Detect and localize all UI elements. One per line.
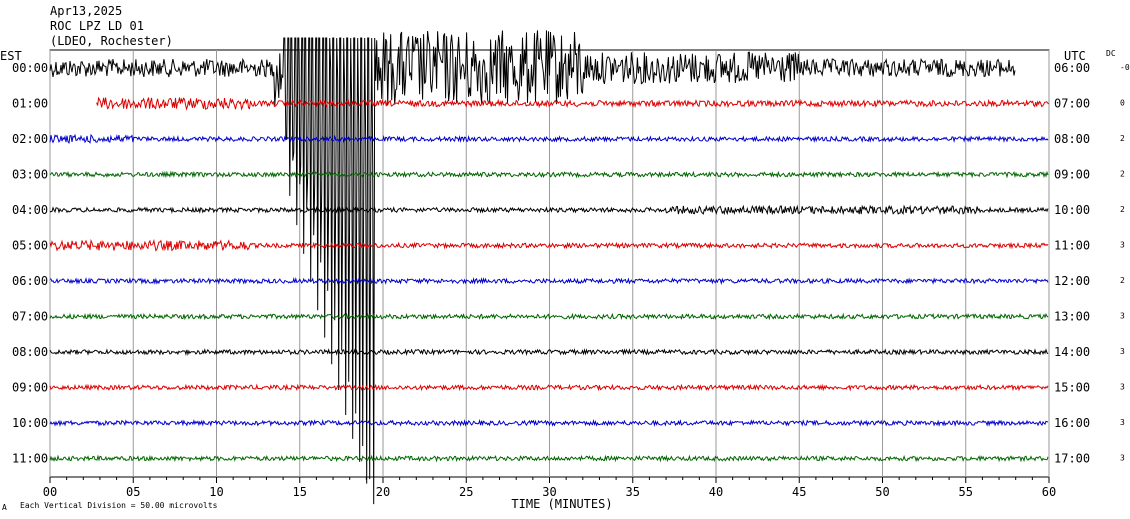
row-label-utc: 13:00: [1054, 310, 1090, 324]
x-axis-label: TIME (MINUTES): [511, 497, 612, 511]
row-label-est: 06:00: [12, 274, 48, 288]
trace-row: [49, 238, 1049, 252]
row-label-est: 10:00: [12, 416, 48, 430]
row-label-est: 03:00: [12, 168, 48, 182]
row-dc-value: 3: [1120, 241, 1125, 250]
row-label-est: 08:00: [12, 345, 48, 359]
x-tick-label: 45: [792, 485, 806, 499]
x-tick-label: 50: [875, 485, 889, 499]
left-timezone-label: EST: [0, 49, 22, 63]
x-tick-label: 10: [209, 485, 223, 499]
row-dc-value: 3: [1120, 383, 1125, 392]
row-dc-value: 3: [1120, 454, 1125, 463]
trace-row: [96, 96, 1050, 111]
x-tick-label: 40: [709, 485, 723, 499]
footer-mark: A: [2, 503, 7, 512]
trace-row: [49, 133, 1049, 145]
trace-row: [49, 419, 1049, 428]
header-network: (LDEO, Rochester): [50, 34, 173, 48]
right-timezone-label: UTC: [1064, 49, 1086, 63]
row-label-utc: 11:00: [1054, 239, 1090, 253]
x-tick-label: 60: [1042, 485, 1056, 499]
row-label-utc: 17:00: [1054, 452, 1090, 466]
row-label-est: 01:00: [12, 97, 48, 111]
x-tick-label: 25: [459, 485, 473, 499]
trace-row: [49, 312, 1049, 321]
row-label-est: 05:00: [12, 239, 48, 253]
row-label-utc: 16:00: [1054, 416, 1090, 430]
row-label-est: 07:00: [12, 310, 48, 324]
row-label-est: 09:00: [12, 381, 48, 395]
row-label-utc: 14:00: [1054, 345, 1090, 359]
row-dc-value: 3: [1120, 312, 1125, 321]
x-tick-label: 00: [43, 485, 57, 499]
row-label-utc: 07:00: [1054, 97, 1090, 111]
trace-row: [49, 383, 1049, 392]
row-label-utc: 12:00: [1054, 274, 1090, 288]
row-dc-value: -0: [1120, 63, 1130, 72]
row-label-utc: 08:00: [1054, 132, 1090, 146]
row-dc-value: 2: [1120, 205, 1125, 214]
row-label-utc: 10:00: [1054, 203, 1090, 217]
trace-row: [49, 204, 1049, 216]
x-tick-label: 35: [626, 485, 640, 499]
row-label-utc: 09:00: [1054, 168, 1090, 182]
row-dc-value: 2: [1120, 170, 1125, 179]
x-tick-label: 30: [542, 485, 556, 499]
traces: [49, 30, 1050, 505]
row-dc-value: 3: [1120, 347, 1125, 356]
trace-row: [49, 170, 1049, 179]
x-tick-label: 55: [959, 485, 973, 499]
row-dc-value: 0: [1120, 99, 1125, 108]
dc-label: DC: [1106, 49, 1116, 58]
x-tick-label: 05: [126, 485, 140, 499]
trace-row: [49, 276, 1049, 286]
header-station: ROC LPZ LD 01: [50, 19, 144, 33]
trace-row: [49, 348, 1049, 357]
header-date: Apr13,2025: [50, 4, 122, 18]
row-label-est: 00:00: [12, 61, 48, 75]
grid-lines: [49, 49, 1050, 483]
row-label-utc: 06:00: [1054, 61, 1090, 75]
row-dc-value: 2: [1120, 134, 1125, 143]
x-tick-label: 15: [293, 485, 307, 499]
row-label-est: 11:00: [12, 452, 48, 466]
x-tick-label: 20: [376, 485, 390, 499]
footer-scale-note: Each Vertical Division = 50.00 microvolt…: [20, 501, 218, 510]
trace-row: [49, 30, 1016, 505]
trace-row: [49, 454, 1049, 463]
row-label-utc: 15:00: [1054, 381, 1090, 395]
row-dc-value: 3: [1120, 418, 1125, 427]
row-dc-value: 2: [1120, 276, 1125, 285]
row-label-est: 02:00: [12, 132, 48, 146]
row-label-est: 04:00: [12, 203, 48, 217]
